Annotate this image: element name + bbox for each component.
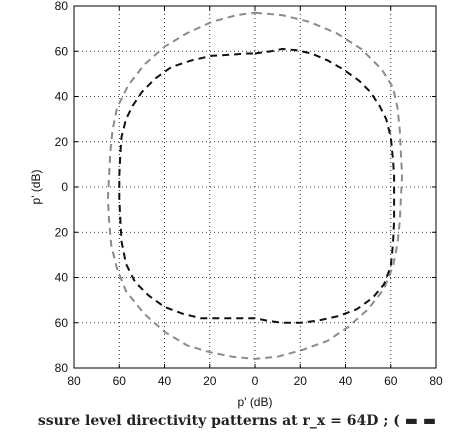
x-tick-labels: 80 60 40 20 0 20 40 60 80	[67, 374, 443, 388]
x-tick-label: 40	[339, 374, 353, 388]
y-tick-label: 20	[55, 225, 69, 239]
x-tick-label: 60	[113, 374, 127, 388]
series-line-2	[118, 48, 396, 324]
y-tick-label: 0	[61, 180, 68, 194]
x-tick-label: 0	[252, 374, 259, 388]
x-tick-label: 60	[384, 374, 398, 388]
y-tick-label: 60	[55, 316, 69, 330]
series-lines	[106, 11, 404, 360]
y-tick-label: 60	[55, 44, 69, 58]
grid-lines	[73, 5, 437, 369]
y-tick-labels: 80 60 40 20 0 20 40 60 80	[55, 0, 69, 375]
figure-caption: ssure level directivity patterns at r_x …	[37, 413, 437, 429]
y-tick-label: 20	[55, 135, 69, 149]
x-tick-label: 80	[429, 374, 443, 388]
x-tick-label: 40	[158, 374, 172, 388]
directivity-chart: 80 60 40 20 0 20 40 60 80 80 60 40 20 0 20 40 60 80 p' (…	[29, 0, 443, 409]
y-axis-label: p' (dB)	[29, 170, 43, 205]
x-axis-label: p' (dB)	[238, 395, 273, 409]
y-tick-label: 80	[55, 361, 69, 375]
x-tick-label: 80	[67, 374, 81, 388]
y-tick-label: 40	[55, 90, 69, 104]
series-line-1	[106, 11, 404, 360]
x-tick-label: 20	[203, 374, 217, 388]
y-tick-label: 40	[55, 271, 69, 285]
x-tick-label: 20	[294, 374, 308, 388]
y-tick-label: 80	[55, 0, 69, 13]
